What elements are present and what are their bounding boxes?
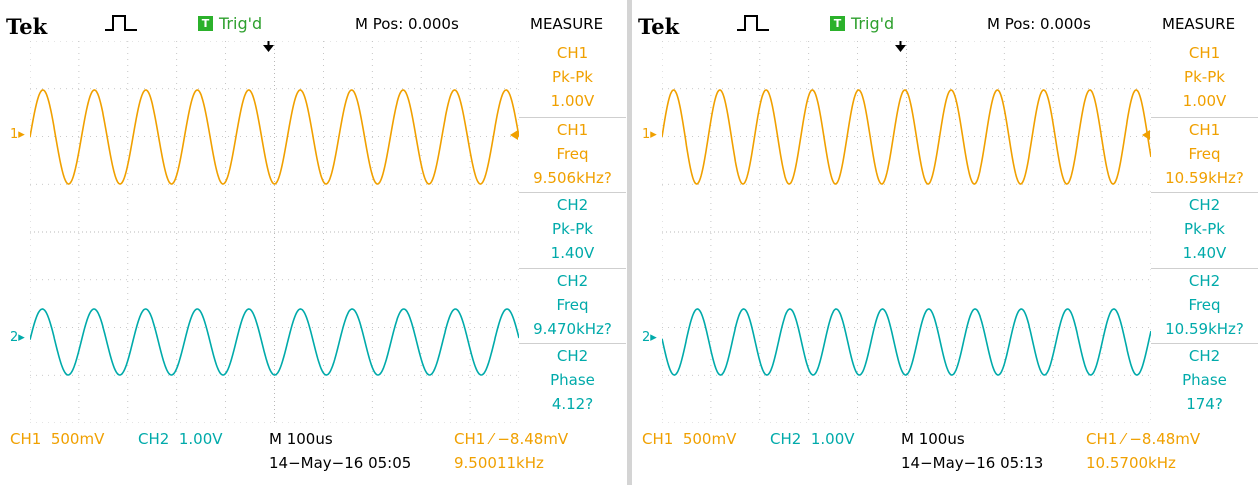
ch2-scale: CH2 1.00V <box>138 430 223 448</box>
ch2-ground-marker: 2▸ <box>10 330 25 345</box>
trigger-info: CH1 ⁄ −8.48mV <box>454 430 569 448</box>
trigger-position-marker-icon <box>895 41 906 52</box>
trigger-level-arrow-icon <box>1142 130 1150 140</box>
trigger-frequency: 10.5700kHz <box>1086 454 1176 472</box>
trigger-status: T Trig'd <box>198 14 262 33</box>
trigger-badge: T <box>830 16 845 31</box>
ch1-ground-marker: 1▸ <box>642 127 657 142</box>
trigger-frequency: 9.50011kHz <box>454 454 544 472</box>
measurement-1[interactable]: CH1 Pk-Pk 1.00V <box>1182 44 1227 110</box>
measurement-4[interactable]: CH2 Freq 10.59kHz? <box>1151 268 1258 343</box>
measure-menu-title: MEASURE <box>530 15 604 33</box>
brand-logo: Tek <box>638 14 680 39</box>
screen-divider <box>627 0 632 485</box>
trigger-status-label: Trig'd <box>851 14 895 33</box>
ch2-waveform <box>662 308 1151 376</box>
measurement-2[interactable]: CH1 Freq 9.506kHz? <box>519 117 626 192</box>
datetime: 14−May−16 05:13 <box>901 454 1044 472</box>
measurement-4[interactable]: CH2 Freq 9.470kHz? <box>519 268 626 343</box>
ch1-waveform <box>662 89 1151 185</box>
measurement-5[interactable]: CH2 Phase 4.12? <box>519 343 626 418</box>
trigger-status: T Trig'd <box>830 14 894 33</box>
measurement-5[interactable]: CH2 Phase 174? <box>1151 343 1258 418</box>
ch2-waveform <box>30 308 519 376</box>
trigger-badge: T <box>198 16 213 31</box>
horizontal-position: M Pos: 0.000s <box>987 15 1091 33</box>
ch2-ground-marker: 2▸ <box>642 330 657 345</box>
trigger-info: CH1 ⁄ −8.48mV <box>1086 430 1201 448</box>
datetime: 14−May−16 05:05 <box>269 454 412 472</box>
waveform-display <box>662 41 1151 423</box>
trigger-status-label: Trig'd <box>219 14 263 33</box>
ch1-ground-marker: 1▸ <box>10 127 25 142</box>
ch1-waveform <box>30 89 519 185</box>
measure-menu-title: MEASURE <box>1162 15 1236 33</box>
measurement-3[interactable]: CH2 Pk-Pk 1.40V <box>1151 192 1258 267</box>
ch2-scale: CH2 1.00V <box>770 430 855 448</box>
measurement-2[interactable]: CH1 Freq 10.59kHz? <box>1151 117 1258 192</box>
brand-logo: Tek <box>6 14 48 39</box>
measurement-1[interactable]: CH1 Pk-Pk 1.00V <box>550 44 595 110</box>
ch1-scale: CH1 500mV <box>10 430 105 448</box>
waveform-display <box>30 41 519 423</box>
pulse-icon <box>737 15 769 31</box>
horizontal-position: M Pos: 0.000s <box>355 15 459 33</box>
ch1-scale: CH1 500mV <box>642 430 737 448</box>
trigger-position-marker-icon <box>263 41 274 52</box>
trigger-level-arrow-icon <box>510 130 518 140</box>
timebase: M 100us <box>269 430 333 448</box>
measurement-3[interactable]: CH2 Pk-Pk 1.40V <box>519 192 626 267</box>
timebase: M 100us <box>901 430 965 448</box>
oscilloscope-screen-2: Tek T Trig'd M Pos: 0.000s MEASURE 1▸ 2▸… <box>632 0 1259 485</box>
oscilloscope-screen-1: Tek T Trig'd M Pos: 0.000s MEASURE 1▸ 2▸… <box>0 0 627 485</box>
pulse-icon <box>105 15 137 31</box>
